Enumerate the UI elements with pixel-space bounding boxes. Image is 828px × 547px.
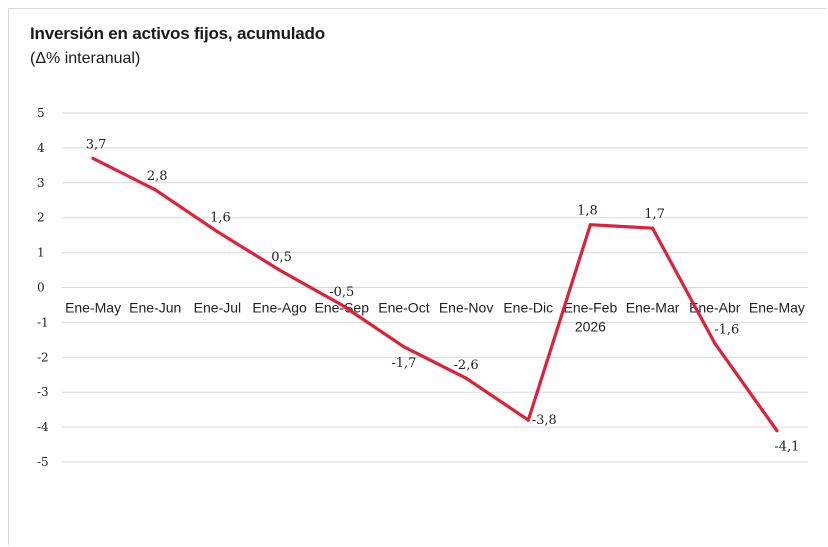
data-point bbox=[402, 345, 406, 349]
data-point bbox=[526, 418, 530, 422]
x-tick-label: Ene-May bbox=[749, 300, 805, 316]
y-tick-label: -1 bbox=[37, 315, 49, 329]
data-point bbox=[464, 376, 468, 380]
x-tick-label: Ene-Sep bbox=[315, 300, 370, 316]
y-tick-label: -2 bbox=[37, 350, 49, 364]
series-layer bbox=[91, 156, 779, 433]
x-tick-label: Ene-Jun bbox=[129, 300, 181, 316]
x-tick-label: Ene-Feb bbox=[564, 300, 618, 316]
chart-title: Inversión en activos fijos, acumulado bbox=[30, 24, 325, 43]
data-point bbox=[588, 223, 593, 227]
gridlines bbox=[62, 112, 808, 463]
data-point bbox=[650, 226, 655, 230]
data-point bbox=[713, 341, 717, 345]
series-line bbox=[91, 156, 779, 433]
data-point bbox=[277, 268, 282, 272]
data-point bbox=[775, 428, 779, 433]
y-tick-label: -5 bbox=[37, 455, 49, 469]
chart-subtitle: (Δ% interanual) bbox=[30, 50, 141, 67]
chart-frame bbox=[8, 8, 826, 545]
x-axis-ticks: Ene-May Ene-Jun Ene-Jul Ene-Ago Ene-Sep Ene-O… bbox=[65, 300, 805, 335]
y-tick-label: -3 bbox=[37, 385, 49, 399]
y-tick-label: 0 bbox=[37, 281, 45, 295]
data-label: 1,8 bbox=[577, 204, 598, 219]
x-tick-label: Ene-Ago bbox=[252, 300, 307, 316]
data-point bbox=[91, 156, 95, 160]
data-label: -3,8 bbox=[532, 413, 557, 428]
x-tick-label: Ene-May bbox=[65, 300, 121, 316]
data-label: -4,1 bbox=[774, 440, 799, 455]
y-tick-label: 3 bbox=[37, 176, 45, 190]
data-label: 0,5 bbox=[271, 250, 292, 265]
y-tick-label: -4 bbox=[37, 420, 49, 434]
data-label: -2,6 bbox=[454, 358, 479, 373]
x-tick-sublabel: 2026 bbox=[575, 319, 606, 335]
data-label: -1,6 bbox=[714, 322, 739, 337]
y-tick-label: 5 bbox=[37, 106, 45, 120]
data-label: -1,7 bbox=[391, 356, 416, 371]
data-label: 3,7 bbox=[86, 137, 107, 152]
y-tick-label: 4 bbox=[37, 141, 45, 155]
data-point bbox=[153, 188, 157, 192]
data-label: 1,7 bbox=[644, 207, 665, 222]
x-tick-label: Ene-Dic bbox=[503, 300, 553, 316]
x-tick-label: Ene-Jul bbox=[194, 300, 241, 316]
y-tick-label: 2 bbox=[37, 211, 45, 225]
x-tick-label: Ene-Abr bbox=[689, 300, 741, 316]
y-tick-label: 1 bbox=[37, 246, 45, 260]
data-point bbox=[340, 303, 344, 307]
x-tick-label: Ene-Oct bbox=[378, 300, 429, 316]
data-label: -0,5 bbox=[329, 285, 354, 300]
data-label: 1,6 bbox=[210, 211, 231, 226]
data-point bbox=[215, 230, 220, 234]
data-label: 2,8 bbox=[147, 169, 168, 184]
y-axis-ticks: 5 4 3 2 1 0 -1 -2 -3 -4 -5 bbox=[37, 106, 49, 469]
x-tick-label: Ene-Mar bbox=[626, 300, 680, 316]
x-tick-label: Ene-Nov bbox=[439, 300, 493, 316]
data-labels: 3,7 2,8 1,6 0,5 -0,5 -1,7 -2,6 -3,8 1,8 1,7 -1,6 -4… bbox=[86, 137, 800, 454]
